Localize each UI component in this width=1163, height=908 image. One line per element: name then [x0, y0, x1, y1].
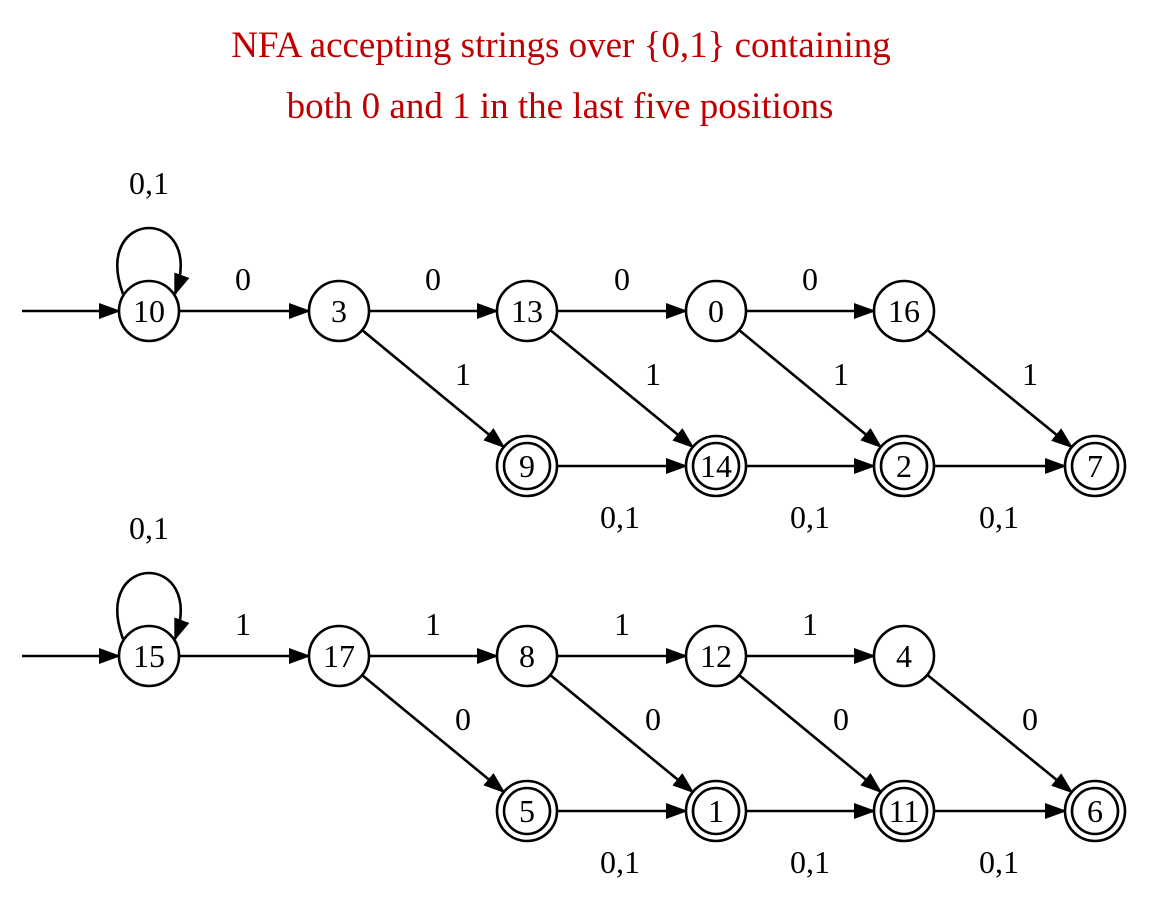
state-label-12: 12	[700, 638, 732, 674]
transition-15-to-15	[116, 571, 190, 641]
state-16: 16	[872, 279, 936, 343]
state-label-16: 16	[888, 293, 920, 329]
transition-label-8-to-12: 1	[614, 606, 630, 642]
state-9-accepting: 9	[495, 434, 559, 498]
diagram-title-line-1: NFA accepting strings over {0,1} contain…	[231, 25, 891, 66]
state-label-8: 8	[519, 638, 535, 674]
state-14-accepting: 14	[684, 434, 748, 498]
state-17: 17	[307, 624, 371, 688]
state-5-accepting: 5	[495, 779, 559, 843]
state-label-7: 7	[1087, 448, 1103, 484]
transition-label-17-to-8: 1	[425, 606, 441, 642]
state-label-2: 2	[896, 448, 912, 484]
state-label-1: 1	[708, 793, 724, 829]
transition-label-4-to-6: 0	[1022, 701, 1038, 737]
state-label-9: 9	[519, 448, 535, 484]
transition-label-3-to-9: 1	[455, 356, 471, 392]
state-0: 0	[684, 279, 748, 343]
transition-label-12-to-4: 1	[802, 606, 818, 642]
state-7-accepting: 7	[1063, 434, 1127, 498]
transition-label-0-to-16: 0	[802, 261, 818, 297]
transition-labels-layer: 0,10 0 0 01 1 1 10,1 0,1 0,10,11 1 1 10 0 0 00,1 0,1 0,1	[129, 165, 1038, 880]
states-layer: 10 3 13 0 169 14 2 715 17 8 12 45 1 11 6	[117, 279, 1127, 843]
state-label-5: 5	[519, 793, 535, 829]
transition-label-13-to-0: 0	[614, 261, 630, 297]
transition-label-9-to-14: 0,1	[600, 499, 640, 535]
transition-17-to-5	[361, 674, 506, 794]
state-label-4: 4	[896, 638, 912, 674]
transitions-layer	[22, 226, 1074, 819]
state-15: 15	[117, 624, 181, 688]
state-13: 13	[495, 279, 559, 343]
transition-13-to-14	[549, 329, 695, 449]
state-label-0: 0	[708, 293, 724, 329]
diagram-title-line-2: both 0 and 1 in the last five positions	[287, 86, 834, 127]
transition-0-to-2	[738, 329, 883, 449]
transition-label-17-to-5: 0	[455, 701, 471, 737]
state-4: 4	[872, 624, 936, 688]
state-label-14: 14	[700, 448, 732, 484]
state-8: 8	[495, 624, 559, 688]
transition-label-5-to-1: 0,1	[600, 844, 640, 880]
transition-8-to-1	[549, 674, 695, 794]
state-label-15: 15	[133, 638, 165, 674]
state-10: 10	[117, 279, 181, 343]
transition-label-14-to-2: 0,1	[790, 499, 830, 535]
transition-10-to-10	[116, 226, 190, 296]
state-2-accepting: 2	[872, 434, 936, 498]
transition-label-12-to-11: 0	[833, 701, 849, 737]
transition-label-11-to-6: 0,1	[979, 844, 1019, 880]
state-label-17: 17	[323, 638, 355, 674]
transition-label-1-to-11: 0,1	[790, 844, 830, 880]
transition-3-to-9	[361, 329, 506, 449]
state-11-accepting: 11	[872, 779, 936, 843]
transition-label-0-to-2: 1	[833, 356, 849, 392]
state-label-11: 11	[889, 793, 920, 829]
transition-label-16-to-7: 1	[1022, 356, 1038, 392]
transition-16-to-7	[926, 328, 1074, 449]
transition-label-13-to-14: 1	[645, 356, 661, 392]
transition-label-10-to-3: 0	[235, 261, 251, 297]
transition-label-15-to-17: 1	[235, 606, 251, 642]
state-6-accepting: 6	[1063, 779, 1127, 843]
transition-label-8-to-1: 0	[645, 701, 661, 737]
state-label-13: 13	[511, 293, 543, 329]
transition-4-to-6	[926, 673, 1074, 794]
transition-12-to-11	[738, 674, 883, 794]
state-12: 12	[684, 624, 748, 688]
transition-label-15-to-15: 0,1	[129, 510, 169, 546]
state-1-accepting: 1	[684, 779, 748, 843]
transition-label-2-to-7: 0,1	[979, 499, 1019, 535]
state-label-3: 3	[331, 293, 347, 329]
state-3: 3	[307, 279, 371, 343]
transition-label-10-to-10: 0,1	[129, 165, 169, 201]
transition-label-3-to-13: 0	[425, 261, 441, 297]
state-label-10: 10	[133, 293, 165, 329]
state-label-6: 6	[1087, 793, 1103, 829]
